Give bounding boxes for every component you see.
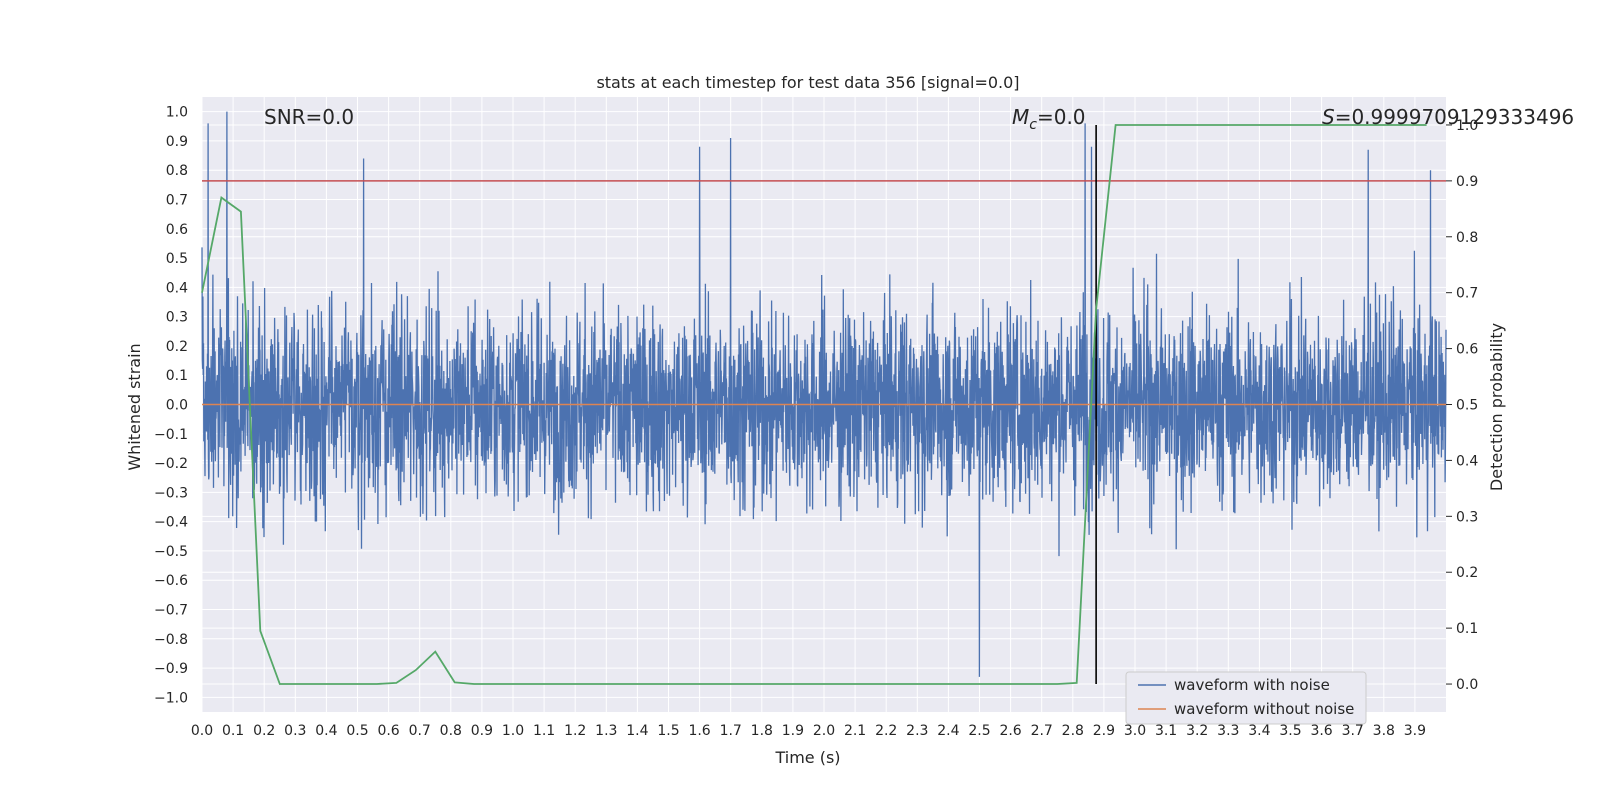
x-tick-label: 0.4 xyxy=(315,723,337,739)
x-tick-label: 1.8 xyxy=(751,723,773,739)
y-tick-label: −1.0 xyxy=(154,690,188,706)
y-tick-label: −0.6 xyxy=(154,573,188,589)
x-tick-label: 0.0 xyxy=(191,723,213,739)
x-tick-label: 2.1 xyxy=(844,723,866,739)
x-tick-label: 0.3 xyxy=(284,723,306,739)
x-axis-label: Time (s) xyxy=(774,748,840,767)
chart-title: stats at each timestep for test data 356… xyxy=(596,73,1019,92)
x-tick-label: 2.7 xyxy=(1031,723,1053,739)
x-tick-label: 3.2 xyxy=(1186,723,1208,739)
mc-subscript: c xyxy=(1029,117,1037,133)
detection-probability-line xyxy=(201,124,1427,685)
y-tick-label: 0.0 xyxy=(166,398,188,414)
x-tick-label: 1.4 xyxy=(626,723,648,739)
x-tick-label: 2.6 xyxy=(999,723,1021,739)
x-tick-label: 0.6 xyxy=(377,723,399,739)
y-tick-label: −0.8 xyxy=(154,632,188,648)
x-tick-label: 1.6 xyxy=(688,723,710,739)
x-tick-label: 2.2 xyxy=(875,723,897,739)
x-tick-label: 3.1 xyxy=(1155,723,1177,739)
x-tick-label: 1.2 xyxy=(564,723,586,739)
x-tick-label: 1.9 xyxy=(782,723,804,739)
x-tick-label: 2.3 xyxy=(906,723,928,739)
series-waveform-with-noise xyxy=(201,111,1447,677)
y2-tick-label: 0.4 xyxy=(1456,453,1478,469)
y-tick-label: 0.8 xyxy=(166,163,188,179)
x-tick-label: 0.5 xyxy=(346,723,368,739)
y2-tick-label: 0.5 xyxy=(1456,398,1478,414)
y-tick-label: 0.9 xyxy=(166,134,188,150)
y-axis-label: Whitened strain xyxy=(125,343,144,470)
mc-annotation: Mc=0.0 xyxy=(1012,105,1086,133)
y-tick-label: −0.2 xyxy=(154,456,188,472)
x-tick-label: 0.9 xyxy=(471,723,493,739)
y-tick-label: 0.7 xyxy=(166,193,188,209)
legend: waveform with noise waveform without noi… xyxy=(1125,671,1367,725)
x-tick-label: 3.4 xyxy=(1248,723,1270,739)
series-detection-probability xyxy=(201,124,1427,685)
x-tick-label: 2.8 xyxy=(1062,723,1084,739)
y-tick-label: 0.1 xyxy=(166,368,188,384)
x-tick-label: 2.5 xyxy=(968,723,990,739)
y-tick-label: −0.9 xyxy=(154,661,188,677)
s-annotation: S=0.9999709129333496 xyxy=(1322,105,1574,129)
legend-label-noise: waveform with noise xyxy=(1174,676,1330,694)
x-tick-label: 2.0 xyxy=(813,723,835,739)
legend-box xyxy=(1125,671,1367,725)
x-tick-label: 0.1 xyxy=(222,723,244,739)
y-tick-label: −0.4 xyxy=(154,515,188,531)
x-tick-label: 3.0 xyxy=(1124,723,1146,739)
y2-tick-label: 0.2 xyxy=(1456,565,1478,581)
x-tick-label: 1.5 xyxy=(657,723,679,739)
y-tick-label: 0.5 xyxy=(166,251,188,267)
y-tick-label: −0.3 xyxy=(154,485,188,501)
snr-annotation: SNR=0.0 xyxy=(264,105,354,129)
y2-tick-label: 0.6 xyxy=(1456,342,1478,358)
y2-tick-label: 1.0 xyxy=(1456,118,1478,134)
y2-tick-label: 0.3 xyxy=(1456,509,1478,525)
y-axis-right: 1.0 0.9 0.8 0.7 0.6 0.5 0.4 0.3 0.2 0.1 0.0 xyxy=(1446,118,1478,693)
x-tick-label: 2.4 xyxy=(937,723,959,739)
y-tick-label: 0.2 xyxy=(166,339,188,355)
y-tick-label: −0.7 xyxy=(154,603,188,619)
y-tick-label: 0.6 xyxy=(166,222,188,238)
y2-tick-label: 0.1 xyxy=(1456,621,1478,637)
x-tick-label: 3.8 xyxy=(1373,723,1395,739)
y-tick-label: 0.3 xyxy=(166,310,188,326)
overlay-lines xyxy=(202,124,1446,685)
x-tick-label: 3.5 xyxy=(1279,723,1301,739)
mc-symbol: M xyxy=(1012,105,1029,129)
s-symbol: S xyxy=(1322,105,1335,129)
y-tick-label: 1.0 xyxy=(166,105,188,121)
x-tick-label: 2.9 xyxy=(1093,723,1115,739)
y2-tick-label: 0.9 xyxy=(1456,174,1478,190)
y-tick-label: −0.5 xyxy=(154,544,188,560)
y-axis-left: 1.0 0.9 0.8 0.7 0.6 0.5 0.4 0.3 0.2 0.1 0.0 −0.1 −0.… xyxy=(154,105,188,707)
x-tick-label: 1.7 xyxy=(720,723,742,739)
x-tick-label: 1.1 xyxy=(533,723,555,739)
x-tick-label: 3.6 xyxy=(1310,723,1332,739)
x-tick-label: 1.3 xyxy=(595,723,617,739)
x-tick-label: 3.3 xyxy=(1217,723,1239,739)
y2-axis-label: Detection probability xyxy=(1487,323,1506,491)
x-tick-label: 3.7 xyxy=(1342,723,1364,739)
y2-tick-label: 0.8 xyxy=(1456,230,1478,246)
y-tick-label: 0.4 xyxy=(166,280,188,296)
y-tick-label: −0.1 xyxy=(154,427,188,443)
x-axis: 0.0 0.1 0.2 0.3 0.4 0.5 0.6 0.7 0.8 0.9 1.0 1.1 1.2 1… xyxy=(191,723,1426,739)
x-tick-label: 3.9 xyxy=(1404,723,1426,739)
y2-tick-label: 0.7 xyxy=(1456,286,1478,302)
x-tick-label: 1.0 xyxy=(502,723,524,739)
mc-value: =0.0 xyxy=(1037,105,1086,129)
s-value: =0.9999709129333496 xyxy=(1335,105,1574,129)
x-tick-label: 0.8 xyxy=(440,723,462,739)
waveform-with-noise-line xyxy=(201,111,1447,677)
legend-label-clean: waveform without noise xyxy=(1174,700,1354,718)
x-tick-label: 0.7 xyxy=(409,723,431,739)
x-tick-label: 0.2 xyxy=(253,723,275,739)
y2-tick-label: 0.0 xyxy=(1456,677,1478,693)
